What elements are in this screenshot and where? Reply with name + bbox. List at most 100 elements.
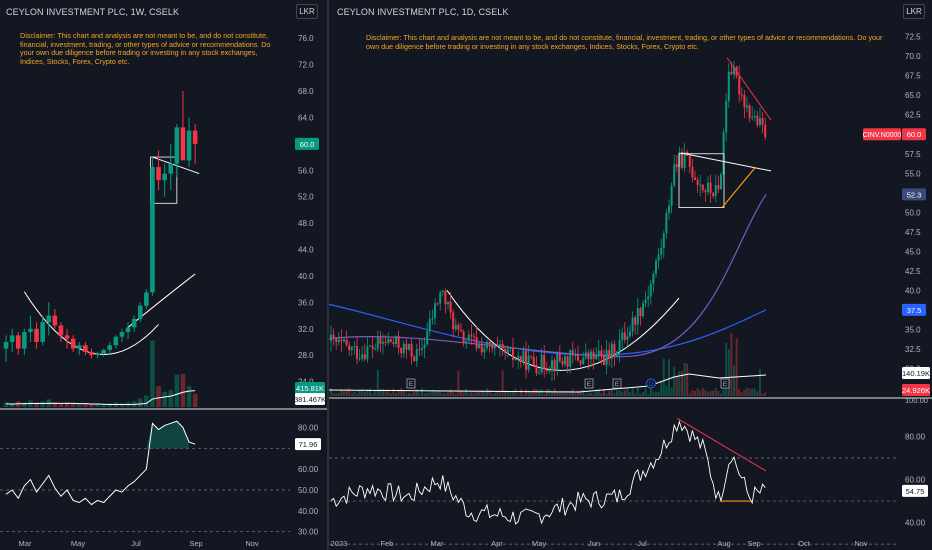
daily-candle-body [345, 339, 348, 346]
daily-candle-body [434, 303, 436, 319]
daily-ytick: 40.0 [905, 286, 921, 295]
daily-volume-bar [738, 389, 741, 396]
daily-volume-bar [691, 390, 694, 396]
weekly-currency-button[interactable]: LKR [296, 4, 318, 19]
daily-candle-body [753, 115, 756, 118]
daily-candle-body [384, 342, 387, 344]
daily-rsi-divergence-line [676, 417, 767, 472]
daily-candle-body [636, 308, 639, 325]
daily-volume-bar [410, 393, 413, 396]
weekly-disclaimer: Disclaimer: This chart and analysis are … [20, 31, 271, 66]
daily-ytick: 72.5 [905, 33, 921, 42]
daily-candle-body [418, 349, 421, 351]
daily-candle-body [556, 353, 559, 370]
weekly-ytick: 40.0 [298, 272, 314, 281]
weekly-candle-body [131, 318, 137, 328]
daily-currency-button[interactable]: LKR [903, 4, 925, 19]
daily-volume-bar [413, 391, 416, 396]
daily-volume-bar [452, 392, 455, 396]
daily-candle-body [694, 177, 696, 180]
daily-volume-bar [496, 390, 499, 396]
daily-symbol-badge-bg [863, 128, 901, 141]
daily-volume-bar [621, 391, 624, 396]
daily-candle-body [681, 152, 683, 168]
daily-candle-body [662, 233, 665, 249]
daily-earnings-marker: E [723, 381, 728, 388]
daily-volume-bar [379, 388, 382, 396]
daily-candle-body [462, 331, 465, 344]
daily-earnings-marker-bg [406, 378, 416, 389]
daily-volume-bar [488, 390, 491, 396]
daily-volume-bar [652, 391, 655, 396]
daily-volume-bar [764, 392, 767, 396]
daily-volume-bar [473, 393, 475, 396]
daily-volume-bar [696, 388, 699, 396]
daily-candle-body [738, 76, 741, 95]
daily-candle-body [363, 354, 366, 360]
daily-volume-bar [522, 393, 525, 396]
daily-chart-canvas[interactable]: 72.570.067.565.062.560.057.555.052.550.0… [329, 0, 932, 550]
daily-volume-bar [345, 388, 348, 396]
daily-candle-body [332, 334, 335, 338]
weekly-xtick: Jul [131, 539, 141, 548]
daily-xtick: Oct [798, 539, 811, 548]
weekly-candle-body [9, 335, 15, 342]
daily-candle-body [605, 349, 608, 366]
daily-volume-bar [467, 393, 470, 396]
daily-candle-body [748, 105, 751, 118]
daily-ytick: 57.5 [905, 150, 921, 159]
daily-volume-bar [486, 388, 488, 396]
daily-candle-body [725, 100, 728, 133]
daily-candle-body [639, 308, 642, 317]
daily-candle-body [540, 354, 543, 373]
daily-volume-bar [509, 391, 512, 396]
daily-volume-bar [694, 391, 696, 396]
daily-volume-bar [517, 393, 520, 396]
daily-candle-body [415, 349, 418, 361]
weekly-candle-body [15, 335, 21, 349]
weekly-rsi-ytick: 40.00 [298, 507, 319, 516]
daily-candle-body [629, 331, 631, 337]
daily-candle-body [340, 339, 343, 342]
daily-volume-badge: 24.926K [902, 386, 930, 395]
daily-volume-bar [374, 390, 377, 396]
weekly-chart-canvas[interactable]: 76.0 72.0 68.0 64.0 60.0 56.0 52.0 48.0 44.0 40.0… [0, 0, 327, 550]
weekly-candle-body [95, 353, 100, 356]
daily-volume-bar [605, 393, 608, 396]
daily-volume-bar [548, 388, 551, 396]
daily-volume-bar [415, 389, 418, 396]
pane-divider[interactable] [327, 0, 329, 550]
daily-candle-body [470, 334, 473, 337]
daily-volume-bar [506, 391, 509, 396]
weekly-candle-body [192, 130, 198, 144]
daily-candle-body [746, 105, 748, 108]
daily-volume-ma-badge: 140.19K [902, 369, 930, 378]
daily-volume-bar [707, 392, 709, 396]
daily-volume-bar [493, 392, 496, 396]
daily-volume-bar [735, 338, 738, 396]
weekly-chart-pane[interactable]: CEYLON INVESTMENT PLC, 1W, CSELK LKR 76.… [0, 0, 327, 550]
daily-candle-body [444, 290, 447, 305]
daily-xtick: May [532, 539, 546, 548]
weekly-ytick: 64.0 [298, 113, 314, 122]
daily-volume-bar [389, 393, 392, 396]
daily-candle-body [475, 337, 478, 349]
daily-volume-bar [519, 389, 522, 396]
daily-volume-bar [665, 385, 668, 396]
daily-volume-bar [475, 392, 478, 396]
daily-chart-pane[interactable]: CEYLON INVESTMENT PLC, 1D, CSELK LKR 72.… [329, 0, 932, 550]
weekly-candle-body [186, 130, 192, 161]
daily-volume-bar [756, 391, 759, 396]
daily-earnings-marker-bg [720, 378, 730, 389]
daily-volume-bar [441, 393, 444, 396]
weekly-volume-bar [9, 403, 15, 407]
daily-volume-bar [512, 392, 514, 396]
daily-volume-bar [681, 371, 683, 396]
daily-volume-bar [595, 389, 598, 396]
daily-candle-body [431, 318, 434, 320]
daily-candle-body [423, 344, 426, 349]
daily-candle-body [642, 303, 644, 317]
weekly-volume-bar [40, 401, 45, 407]
daily-volume-bar [330, 388, 332, 396]
daily-dividend-marker-bg [646, 378, 656, 389]
